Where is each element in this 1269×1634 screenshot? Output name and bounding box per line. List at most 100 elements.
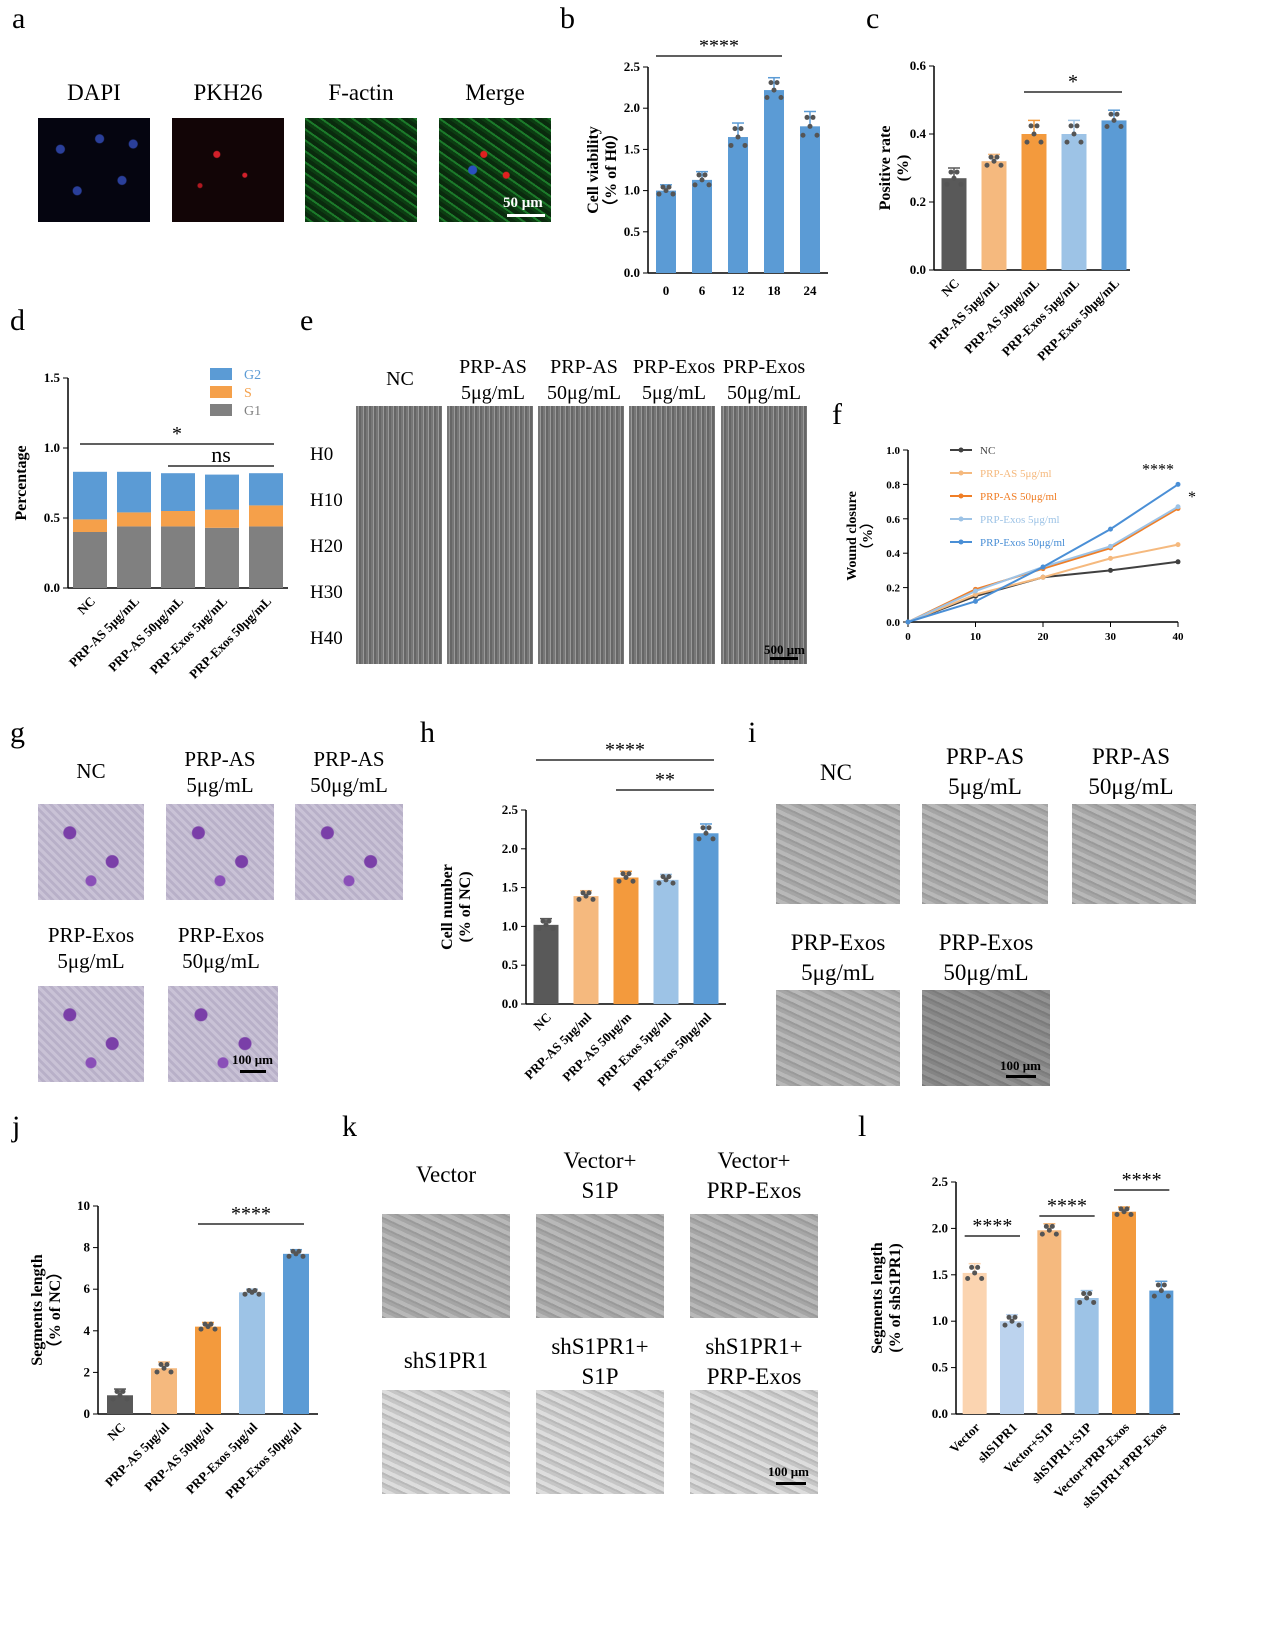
wound-image-prp-as-5 [447, 406, 533, 664]
data-point [810, 114, 816, 120]
data-point [1077, 1299, 1083, 1305]
legend-label-g2: G2 [244, 368, 261, 383]
bar [283, 1253, 309, 1414]
e-col-prp-as-50: PRP-AS 50μg/mL [546, 356, 622, 404]
tube-image-prp-as-50 [1072, 804, 1196, 904]
data-point [623, 875, 629, 881]
y-tick-label: 1.0 [502, 918, 518, 933]
merge-image [439, 118, 551, 222]
data-point [543, 922, 549, 928]
data-point [710, 836, 716, 842]
data-point [256, 1291, 262, 1297]
f-actin-image [305, 118, 417, 222]
data-point [120, 1389, 126, 1395]
y-tick-label: 1.0 [932, 1313, 948, 1328]
transwell-image-nc [38, 804, 144, 900]
chart-b-cell-viability: 0.0 0.5 1.0 1.5 2.0 2.5 Cell viability （% of H0… [585, 40, 828, 298]
data-point [696, 836, 702, 842]
data-point [703, 830, 709, 836]
label-merge: Merge [465, 80, 525, 105]
data-point [1071, 131, 1077, 137]
x-tick-label: PRP-Exos 50μg/mL [186, 593, 274, 681]
scale-label-g: 100 μm [232, 1052, 273, 1067]
y-tick-label: 1.5 [624, 141, 641, 156]
data-point [663, 188, 669, 194]
panel-letter-g: g [10, 716, 25, 749]
scale-bar-a [507, 214, 545, 217]
panel-letter-h: h [420, 716, 435, 749]
x-tick-label: PRP-Exos 5μg/mL [147, 593, 231, 677]
transwell-image-prp-exos-5 [38, 986, 144, 1082]
data-point [1165, 1293, 1171, 1299]
bar-g1 [117, 526, 151, 588]
data-point [728, 142, 734, 148]
data-point [1151, 1293, 1157, 1299]
significance-label: ** [655, 769, 675, 791]
data-point [1046, 1227, 1052, 1233]
significance-label: * [1068, 71, 1078, 93]
data-point [583, 893, 589, 899]
data-point [1009, 1318, 1015, 1324]
scale-bar-k [776, 1482, 806, 1485]
bar [941, 178, 967, 270]
k-label-shs1pr1-prp-exos: shS1PR1+ PRP-Exos [705, 1334, 803, 1389]
y-tick-label: 0.0 [502, 996, 518, 1011]
tube-image-vector-prp-exos [690, 1214, 818, 1318]
significance-label: **** [699, 40, 739, 57]
wound-image-nc [356, 406, 442, 664]
x-tick-label: PRP-AS 50μg/m [559, 1009, 634, 1084]
data-point [630, 878, 636, 884]
bar-g2 [249, 473, 283, 506]
y-axis-label: Cell viability [585, 126, 602, 214]
y-tick-label: 0.5 [932, 1360, 949, 1375]
data-point [663, 877, 669, 883]
legend-label: PRP-AS 50μg/ml [980, 491, 1057, 503]
data-point [656, 880, 662, 886]
x-tick-label: PRP-AS 5μg/mL [926, 275, 1003, 352]
data-point [1038, 139, 1044, 145]
x-tick-label: PRP-Exos 50μg/ul [222, 1419, 304, 1501]
data-point [1024, 139, 1030, 145]
significance-label: **** [231, 1203, 271, 1225]
significance-label: * [172, 423, 182, 445]
e-row-h30: H30 [310, 582, 343, 603]
series-point [1175, 542, 1181, 548]
x-tick-label: 0 [905, 631, 911, 643]
x-tick-label: 0 [663, 283, 670, 298]
legend-swatch-g1 [210, 404, 232, 416]
panel-letter-f: f [832, 398, 842, 431]
data-point [1006, 1314, 1012, 1320]
data-point [1034, 123, 1040, 129]
y-tick-label: 0.2 [910, 194, 926, 209]
transwell-image-prp-as-5 [166, 804, 274, 900]
bar [1037, 1230, 1062, 1414]
y-tick-label: 0.5 [44, 510, 61, 525]
bar-g2 [205, 474, 239, 510]
x-tick-label: 24 [804, 283, 818, 298]
g-label-prp-exos-50: PRP-Exos 50μg/mL [177, 923, 265, 973]
data-point [692, 182, 698, 188]
data-point [546, 918, 552, 924]
legend-marker [958, 539, 964, 545]
bar-g2 [73, 471, 107, 520]
y-axis-label: （% of NC） [46, 1264, 64, 1356]
data-point [944, 181, 950, 187]
y-tick-label: 2.0 [624, 100, 640, 115]
y-tick-label: 0.0 [624, 265, 640, 280]
bar-s [117, 512, 151, 527]
significance-label: **** [1047, 1195, 1087, 1217]
significance-label: * [1188, 489, 1196, 506]
y-tick-label: 10 [77, 1198, 90, 1213]
bar [728, 137, 748, 273]
label-dapi: DAPI [67, 80, 121, 105]
y-axis-label: Segments length [29, 1254, 46, 1366]
bar-g2 [161, 473, 195, 511]
bar [1101, 120, 1127, 271]
data-point [1053, 1231, 1059, 1237]
bar-s [73, 519, 107, 532]
data-point [972, 1270, 978, 1276]
data-point [124, 1396, 130, 1402]
i-label-nc: NC [820, 760, 852, 785]
i-label-prp-as-5: PRP-AS 5μg/mL [946, 744, 1024, 799]
